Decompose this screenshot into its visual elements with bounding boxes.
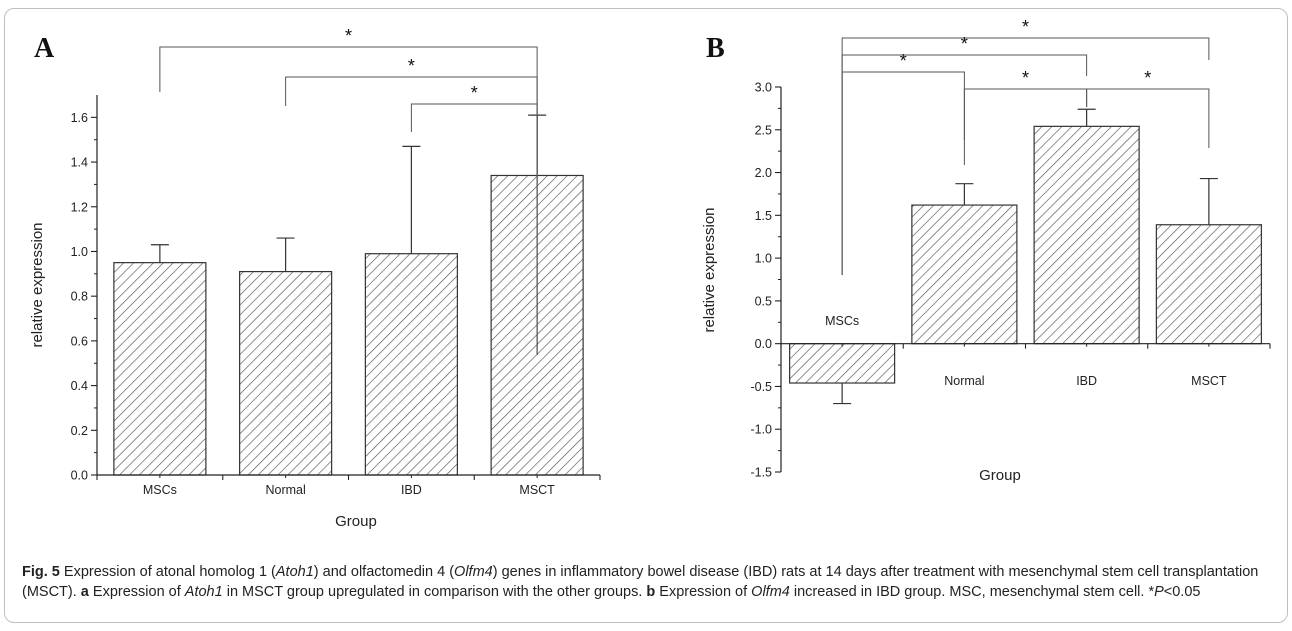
gene-name: Olfm4 [751, 583, 790, 600]
y-tick-label: 0.4 [71, 379, 88, 393]
significance-star: * [900, 51, 907, 71]
category-label: Normal [265, 483, 305, 497]
category-label: MSCs [143, 483, 177, 497]
y-tick-label: 0.2 [71, 424, 88, 438]
significance-star: * [1022, 17, 1029, 37]
figure-caption: Fig. 5 Expression of atonal homolog 1 (A… [22, 563, 1272, 602]
bar [364, 253, 458, 476]
significance-star: * [1144, 68, 1151, 88]
caption-label: Fig. 5 [22, 564, 60, 580]
significance-bracket [1086, 88, 1210, 148]
bar [1033, 125, 1140, 345]
y-tick-label: 1.5 [755, 209, 772, 223]
gene-name: Atoh1 [275, 564, 314, 580]
caption-text: ) genes in inflammatory bowel disease (I… [22, 564, 1259, 600]
gene-name: Atoh1 [184, 583, 223, 600]
y-tick-label: 0.0 [755, 337, 772, 351]
y-tick-label: -1.5 [750, 466, 772, 480]
y-tick-label: 1.6 [71, 111, 88, 125]
bar [789, 343, 896, 384]
y-tick-label: 0.5 [755, 294, 772, 308]
y-tick-label: 2.5 [755, 123, 772, 137]
y-tick-label: 0.0 [71, 469, 88, 483]
y-tick-label: 1.0 [755, 252, 772, 266]
caption-text: Expression of [655, 583, 752, 600]
significance-star: * [1022, 68, 1029, 88]
category-label: MSCT [1191, 374, 1227, 388]
caption-text: increased in IBD group. MSC, mesenchymal… [789, 583, 1155, 600]
caption-text: ) and olfactomedin 4 ( [313, 564, 455, 580]
significance-bracket [410, 103, 538, 355]
y-tick-label: -0.5 [750, 380, 772, 394]
caption-text: <0.05 [1163, 583, 1201, 600]
category-label: IBD [1076, 374, 1097, 388]
category-label: Normal [944, 374, 984, 388]
y-tick-label: 0.8 [71, 290, 88, 304]
category-label: IBD [401, 483, 422, 497]
figure-charts: A 0.0 0.2 0.4 0.6 0.8 1.0 1.2 1.4 1.6 MSCs Normal IB… [29, 17, 1271, 530]
significance-star: * [408, 56, 415, 76]
bar [911, 204, 1018, 345]
caption-part-a: a [80, 583, 89, 600]
y-tick-label: 1.2 [71, 200, 88, 214]
y-axis-title: relative expression [29, 222, 46, 347]
caption-part-b: b [646, 583, 656, 600]
y-tick-label: 1.4 [71, 156, 88, 170]
panel-b-chart: B -1.5 -1.0 -0.5 0.0 0.5 1.0 1.5 2.0 2.5 3.0 MSCs No… [701, 17, 1271, 484]
panel-letter: B [706, 33, 725, 64]
p-symbol: P [1154, 583, 1164, 600]
caption-text: Expression of atonal homolog 1 ( [59, 564, 276, 580]
gene-name: Olfm4 [454, 564, 493, 580]
y-tick-label: -1.0 [750, 423, 772, 437]
y-tick-label: 2.0 [755, 166, 772, 180]
significance-star: * [961, 34, 968, 54]
caption-text: Expression of [88, 583, 185, 600]
significance-star: * [345, 26, 352, 46]
y-tick-label: 3.0 [755, 81, 772, 95]
significance-star: * [471, 83, 478, 103]
panel-a-chart: A 0.0 0.2 0.4 0.6 0.8 1.0 1.2 1.4 1.6 MSCs Normal IB… [29, 26, 601, 530]
x-axis-title: Group [335, 513, 377, 530]
significance-bracket [159, 46, 538, 355]
bar [239, 270, 333, 476]
bar [1155, 224, 1262, 345]
x-axis-title: Group [979, 467, 1021, 484]
panel-letter: A [34, 33, 55, 64]
y-axis-title: relative expression [701, 207, 718, 332]
caption-text: in MSCT group upregulated in comparison … [222, 583, 647, 600]
category-label: MSCT [519, 483, 555, 497]
y-tick-label: 0.6 [71, 334, 88, 348]
y-tick-label: 1.0 [71, 245, 88, 259]
category-label: MSCs [825, 314, 859, 328]
bar [113, 262, 207, 476]
